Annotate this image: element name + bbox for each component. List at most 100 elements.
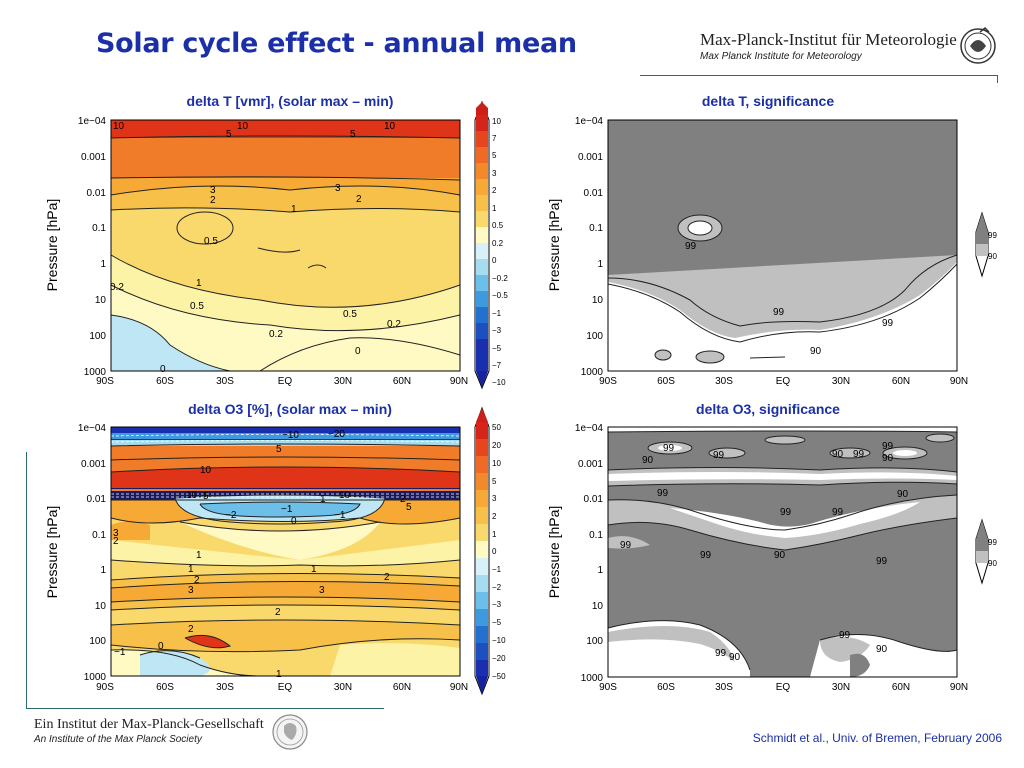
contour-label: 10 [113, 121, 125, 132]
colorbar-label: 2 [492, 512, 497, 521]
colorbar-label: −0.2 [492, 274, 508, 283]
x-tick-label: 30S [715, 682, 733, 693]
y-tick-label: 0.01 [87, 494, 107, 505]
contour-labels: 99 99 99 90 [685, 241, 894, 357]
footer-society-subtitle: An Institute of the Max Planck Society [34, 734, 202, 745]
colorbar-label: 2 [492, 186, 497, 195]
contour-label: 99 [882, 318, 894, 329]
contour-label: 90 [810, 346, 822, 357]
contour-label: 99 [780, 507, 792, 518]
y-axis-label: Pressure [hPa] [546, 506, 562, 599]
contour-label: 99 [839, 630, 851, 641]
y-axis-label: Pressure [hPa] [44, 199, 60, 292]
mpi-logo-icon [960, 26, 996, 64]
y-tick-label: 1000 [581, 673, 604, 684]
contour-label: 2 [113, 536, 119, 547]
contour-label: 1 [196, 278, 202, 289]
contour-label: 10 [237, 121, 249, 132]
y-tick-label: 10 [95, 601, 107, 612]
colorbar-label: −50 [492, 672, 506, 681]
panel-title-delta-o3: delta O3 [%], (solar max – min) [188, 401, 392, 417]
colorbar-label: 50 [492, 423, 501, 432]
colorbar-label: −5 [492, 618, 502, 627]
colorbar [474, 100, 490, 390]
y-tick-label: 0.1 [92, 223, 106, 234]
contour-label: −2 [225, 510, 237, 521]
x-tick-label: 60N [892, 682, 910, 693]
contour-label: 5 [276, 444, 282, 455]
contour-label: 99 [700, 550, 712, 561]
y-tick-label: 0.01 [584, 494, 604, 505]
x-tick-labels: 90S 60S 30S EQ 30N 60N 90N [599, 682, 968, 693]
colorbar-label: 10 [492, 117, 501, 126]
colorbar-label: −7 [492, 361, 502, 370]
x-tick-label: 30N [832, 682, 850, 693]
contour-label: 3 [319, 585, 325, 596]
y-axis-label: Pressure [hPa] [44, 506, 60, 599]
contour-label: 2 [400, 494, 406, 505]
contour-label: 0.5 [343, 309, 357, 320]
contour-label: 2 [194, 575, 200, 586]
x-tick-label: 60S [657, 376, 675, 387]
panel-title-delta-t: delta T [vmr], (solar max – min) [186, 93, 394, 109]
x-tick-label: 60N [892, 376, 910, 387]
x-tick-label: 30S [216, 682, 234, 693]
contour-label: 1 [291, 204, 297, 215]
colorbar-label: −1 [492, 565, 502, 574]
significance-legend: 99 90 [975, 211, 997, 278]
contour-label: 0.5 [204, 236, 218, 247]
contour-label: 1 [196, 550, 202, 561]
y-tick-label: 0.1 [589, 223, 603, 234]
x-tick-label: 30S [216, 376, 234, 387]
x-tick-label: 30N [334, 376, 352, 387]
contour-labels: −20 −10 5 10 10 10 5 0 −1 1 −2 −1 2 5 3 … [113, 429, 412, 680]
contour-label: 0.2 [110, 282, 124, 293]
x-tick-label: 90S [96, 376, 114, 387]
legend-label: 99 [988, 231, 997, 240]
contour-label: −1 [334, 510, 346, 521]
institute-name: Max-Planck-Institut für Meteorologie [700, 30, 957, 49]
footer-society-name: Ein Institut der Max-Planck-Gesellschaft [34, 717, 264, 732]
slide-title: Solar cycle effect - annual mean [96, 28, 577, 59]
x-tick-label: 60N [393, 682, 411, 693]
contour-label: 5 [406, 502, 412, 513]
contour-label: 2 [275, 607, 281, 618]
contour-labels: 10 10 10 5 5 3 3 2 2 1 1 0.5 0.5 0.5 0.2… [110, 121, 401, 375]
x-tick-label: EQ [278, 376, 293, 387]
contour-label: 90 [642, 455, 654, 466]
colorbar-label: −10 [492, 636, 506, 645]
x-tick-label: 60S [156, 682, 174, 693]
contour-label: 1 [188, 564, 194, 575]
contour-label: 99 [657, 488, 669, 499]
contour-label: −1 [114, 647, 126, 658]
colorbar-label: −3 [492, 326, 502, 335]
x-tick-label: 90S [599, 682, 617, 693]
colorbar-label: −2 [492, 583, 502, 592]
chart-delta-o3-significance: 99 90 99 90 99 90 99 90 99 99 99 99 90 9… [546, 423, 997, 693]
x-tick-labels: 90S 60S 30S EQ 30N 60N 90N [96, 376, 468, 387]
y-tick-label: 10 [592, 295, 604, 306]
colorbar-label: −20 [492, 654, 506, 663]
x-tick-label: 90N [450, 376, 468, 387]
y-tick-label: 100 [586, 331, 603, 342]
plot-area [110, 119, 461, 372]
y-tick-label: 1000 [84, 367, 107, 378]
colorbar-label: 7 [492, 134, 497, 143]
header-rule-tick [997, 75, 998, 83]
mpg-logo-icon [272, 714, 308, 750]
contour-label: 99 [773, 307, 785, 318]
y-tick-label: 1000 [581, 367, 604, 378]
chart-delta-o3: −20 −10 5 10 10 10 5 0 −1 1 −2 −1 2 5 3 … [44, 406, 506, 696]
x-tick-labels: 90S 60S 30S EQ 30N 60N 90N [96, 682, 468, 693]
contour-label: 90 [882, 453, 894, 464]
institute-subtitle: Max Planck Institute for Meteorology [700, 51, 862, 62]
contour-label: 99 [685, 241, 697, 252]
contour-label: 99 [876, 556, 888, 567]
colorbar-label: 20 [492, 441, 501, 450]
colorbar [474, 406, 490, 696]
contour-label: 10 [200, 465, 212, 476]
y-tick-label: 1 [597, 565, 603, 576]
contour-label: 0 [291, 516, 297, 527]
y-tick-labels: 1e−04 0.001 0.01 0.1 1 10 100 1000 [78, 116, 107, 378]
contour-label: 99 [715, 648, 727, 659]
